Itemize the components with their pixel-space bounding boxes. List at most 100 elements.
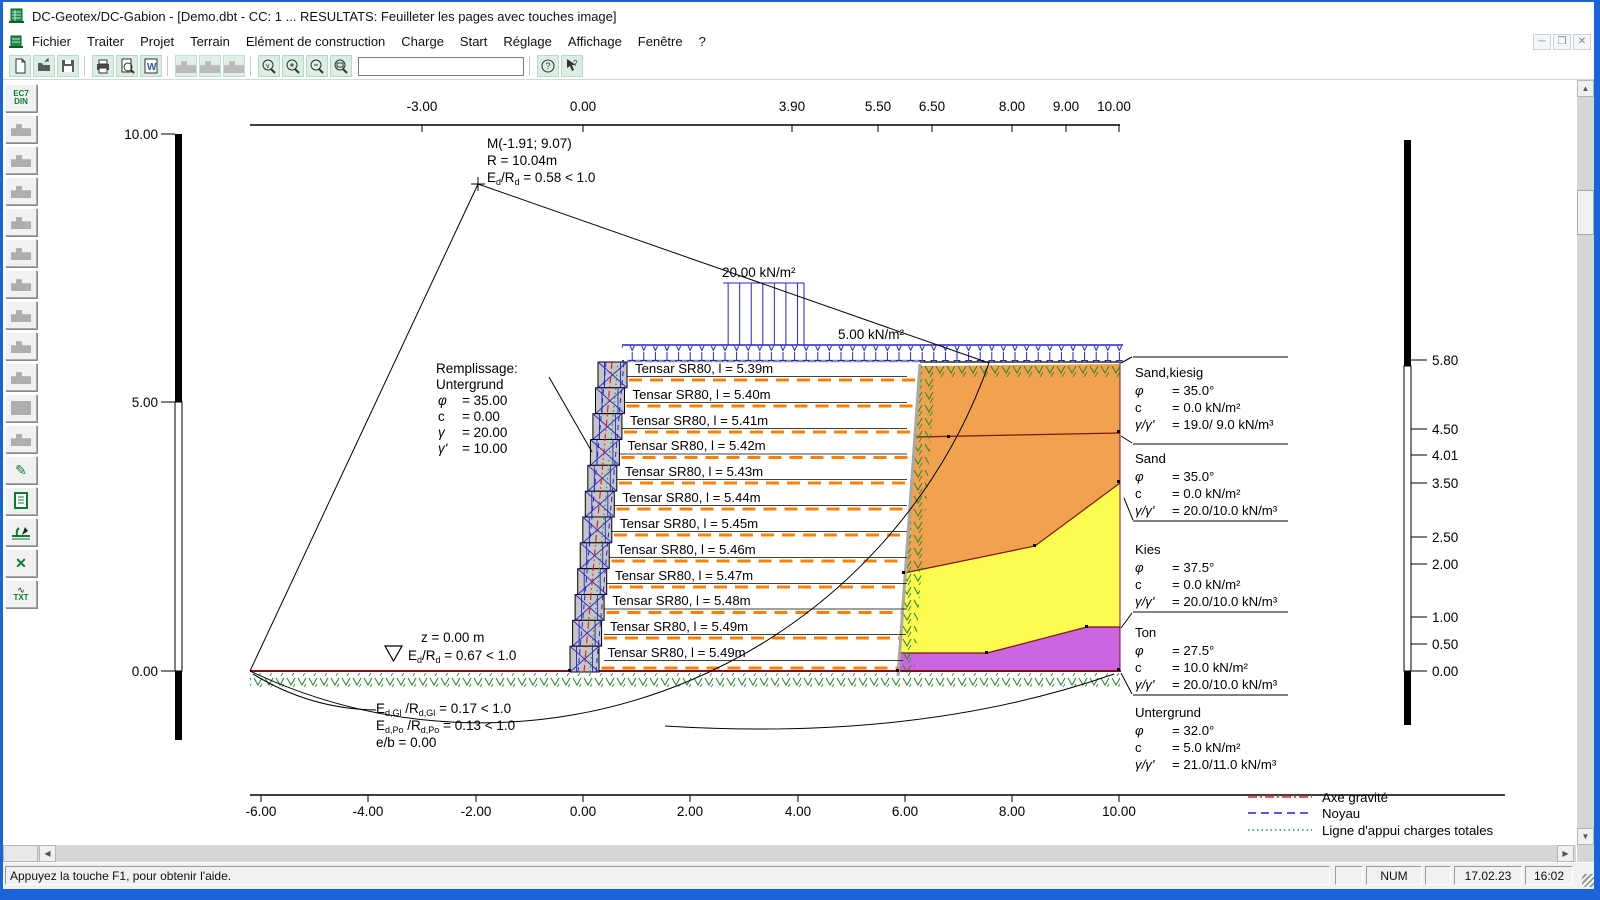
- svg-text:= 35.0°: = 35.0°: [1172, 383, 1214, 398]
- scroll-left-button[interactable]: ◀: [39, 845, 56, 862]
- svg-text:γ/γ': γ/γ': [1135, 594, 1155, 609]
- mdi-restore-button[interactable]: ❐: [1553, 33, 1571, 50]
- svg-text:= 37.5°: = 37.5°: [1172, 560, 1214, 575]
- print-preview-button[interactable]: [116, 55, 138, 77]
- toolbar: W v ? ?: [3, 53, 1597, 80]
- status-empty-panel: [1335, 866, 1363, 885]
- menu-fenetre[interactable]: Fenêtre: [637, 34, 683, 49]
- vertical-scrollbar[interactable]: ▲ ▼: [1577, 80, 1594, 862]
- menu-reglage[interactable]: Réglage: [503, 34, 552, 49]
- svg-text:Untergrund: Untergrund: [1135, 705, 1201, 720]
- word-doc-icon: W: [144, 58, 158, 74]
- svg-text:Tensar SR80, l = 5.42m: Tensar SR80, l = 5.42m: [628, 438, 766, 453]
- menu-charge[interactable]: Charge: [401, 34, 444, 49]
- zoom-out-button[interactable]: [306, 55, 328, 77]
- wave-icon: ∿: [17, 584, 25, 595]
- menu-fichier[interactable]: Fichier: [32, 34, 72, 49]
- zoom-full-button[interactable]: v: [258, 55, 280, 77]
- svg-text:10.00: 10.00: [1102, 804, 1136, 819]
- svg-text:c: c: [1135, 740, 1142, 755]
- svg-text:5.80: 5.80: [1432, 353, 1458, 368]
- sidebar-txt-export-button[interactable]: ∿ TXT: [5, 580, 37, 608]
- menu-affichage[interactable]: Affichage: [567, 34, 622, 49]
- save-button[interactable]: [57, 55, 79, 77]
- help-button[interactable]: ?: [537, 55, 559, 77]
- svg-text:Ed/Rd = 0.58 < 1.0: Ed/Rd = 0.58 < 1.0: [487, 170, 595, 187]
- new-file-button[interactable]: [9, 55, 31, 77]
- sidebar-terrain-layers-button[interactable]: [5, 518, 37, 546]
- svg-text:0.50: 0.50: [1432, 637, 1458, 652]
- print-button[interactable]: [92, 55, 114, 77]
- soil-legend-sand-kiesig: Sand,kiesig φ = 35.0° c = 0.0 kN/m² γ/γ' = …: [1135, 365, 1274, 432]
- sidebar-report-button[interactable]: [5, 487, 37, 515]
- block-load-20: [723, 282, 805, 345]
- svg-text:= 0.00: = 0.00: [462, 409, 500, 424]
- noyau-line: [577, 361, 607, 673]
- svg-text:Tensar SR80, l = 5.47m: Tensar SR80, l = 5.47m: [615, 568, 753, 583]
- excavation-icon: [11, 217, 31, 229]
- svg-text:γ/γ': γ/γ': [1135, 757, 1155, 772]
- soil-legend: Sand,kiesig φ = 35.0° c = 0.0 kN/m² γ/γ' = …: [1120, 356, 1288, 772]
- mdi-minimize-button[interactable]: ─: [1533, 33, 1551, 50]
- svg-text:-3.00: -3.00: [407, 99, 438, 114]
- menu-projet[interactable]: Projet: [140, 34, 175, 49]
- svg-text:4.50: 4.50: [1432, 422, 1458, 437]
- structure-icon: [11, 372, 31, 384]
- zoom-in-button[interactable]: [282, 55, 304, 77]
- svg-text:= 35.0°: = 35.0°: [1172, 469, 1214, 484]
- resize-grip[interactable]: [1582, 874, 1595, 887]
- status-hint: Appuyez la touche F1, pour obtenir l'aid…: [5, 866, 1330, 885]
- svg-text:0.00: 0.00: [570, 804, 596, 819]
- menu-traiter[interactable]: Traiter: [87, 34, 125, 49]
- zoom-window-button[interactable]: [330, 55, 352, 77]
- menu-element-construction[interactable]: Elément de construction: [245, 34, 386, 49]
- svg-text:2.50: 2.50: [1432, 530, 1458, 545]
- horizontal-scrollbar[interactable]: ◀ ▶: [3, 845, 1576, 862]
- svg-text:3.50: 3.50: [1432, 476, 1458, 491]
- embankment-icon: [11, 124, 31, 136]
- sidebar-ec7-din-button[interactable]: EC7 DIN: [5, 84, 37, 112]
- sidebar-edit-button[interactable]: ✎: [5, 456, 37, 484]
- window-border-bottom: [0, 889, 1600, 900]
- svg-text:R = 10.04m: R = 10.04m: [487, 153, 557, 168]
- context-help-button[interactable]: ?: [561, 55, 583, 77]
- sidebar-foundation-button: [5, 239, 37, 267]
- svg-text:0.00: 0.00: [570, 99, 596, 114]
- svg-text:10.00: 10.00: [1097, 99, 1131, 114]
- report-icon: [14, 492, 28, 509]
- svg-text:φ: φ: [1135, 469, 1144, 484]
- menu-help[interactable]: ?: [698, 34, 706, 49]
- open-folder-icon: [38, 58, 50, 71]
- sidebar-delete-button[interactable]: ✕: [5, 549, 37, 577]
- mdi-close-button[interactable]: ✕: [1573, 33, 1591, 50]
- svg-text:Tensar SR80, l = 5.44m: Tensar SR80, l = 5.44m: [623, 490, 761, 505]
- slip-circle: [249, 177, 1115, 730]
- menu-start[interactable]: Start: [459, 34, 488, 49]
- zoom-window-icon: [334, 59, 348, 74]
- slip-circle-labels: M(-1.91; 9.07) R = 10.04m Ed/Rd = 0.58 <…: [487, 136, 595, 187]
- svg-text:Tensar SR80, l = 5.43m: Tensar SR80, l = 5.43m: [625, 464, 763, 479]
- svg-text:= 0.0 kN/m²: = 0.0 kN/m²: [1172, 577, 1241, 592]
- menu-terrain[interactable]: Terrain: [190, 34, 230, 49]
- scroll-down-button[interactable]: ▼: [1577, 828, 1594, 845]
- svg-text:Tensar SR80, l = 5.45m: Tensar SR80, l = 5.45m: [620, 516, 758, 531]
- foundation-icon: [11, 248, 31, 260]
- page-search-input[interactable]: [358, 56, 524, 76]
- scroll-up-button[interactable]: ▲: [1577, 80, 1594, 97]
- bottom-axis: -6.00 -4.00 -2.00 0.00 2.00 4.00 6.00 8.00 1…: [246, 794, 1505, 819]
- vertical-scroll-thumb[interactable]: [1577, 190, 1594, 235]
- open-file-button[interactable]: [33, 55, 55, 77]
- svg-text:c: c: [1135, 486, 1142, 501]
- svg-text:Ed,Gl /Rd,Gl = 0.17 < 1.0: Ed,Gl /Rd,Gl = 0.17 < 1.0: [376, 701, 511, 718]
- fill-material-block: Remplissage: Untergrund φ = 35.00 c = 0.00…: [436, 361, 518, 456]
- scroll-right-button[interactable]: ▶: [1557, 845, 1574, 862]
- water-level-marker: [383, 645, 404, 663]
- word-export-button[interactable]: W: [140, 55, 162, 77]
- svg-text:= 10.00: = 10.00: [462, 441, 507, 456]
- document-icon: [9, 35, 23, 48]
- svg-text:Tensar SR80, l = 5.39m: Tensar SR80, l = 5.39m: [635, 361, 773, 376]
- svg-text:6.00: 6.00: [892, 804, 918, 819]
- toolbar-separator: [167, 56, 168, 76]
- svg-text:Tensar SR80, l = 5.49m: Tensar SR80, l = 5.49m: [610, 619, 748, 634]
- window-border-left: [0, 0, 3, 900]
